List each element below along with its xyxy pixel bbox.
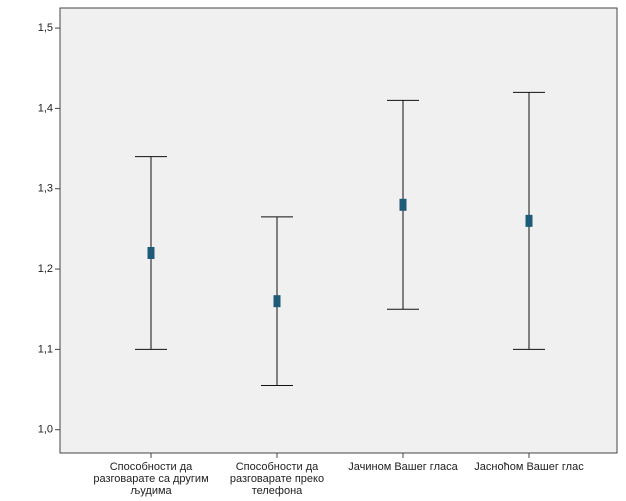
y-tick-label: 1,2 bbox=[38, 263, 53, 275]
x-tick-label: Способности да разговарате преко телефон… bbox=[229, 461, 325, 497]
y-tick-label: 1,1 bbox=[38, 343, 53, 355]
plot-area bbox=[59, 7, 618, 454]
mean-marker bbox=[525, 214, 533, 227]
x-tick-label: Јасноћом Вашег глас bbox=[474, 461, 584, 473]
y-tick-label: 1,4 bbox=[38, 102, 53, 114]
x-tick-label: Способности да разговарате са другим људ… bbox=[93, 461, 209, 497]
y-tick-label: 1,5 bbox=[38, 22, 53, 34]
y-tick-label: 1,0 bbox=[38, 424, 53, 436]
mean-marker bbox=[399, 198, 407, 211]
mean-marker bbox=[273, 295, 281, 308]
mean-marker bbox=[147, 246, 155, 259]
x-tick-label: Јачином Вашег гласа bbox=[348, 461, 458, 473]
y-tick-label: 1,3 bbox=[38, 183, 53, 195]
